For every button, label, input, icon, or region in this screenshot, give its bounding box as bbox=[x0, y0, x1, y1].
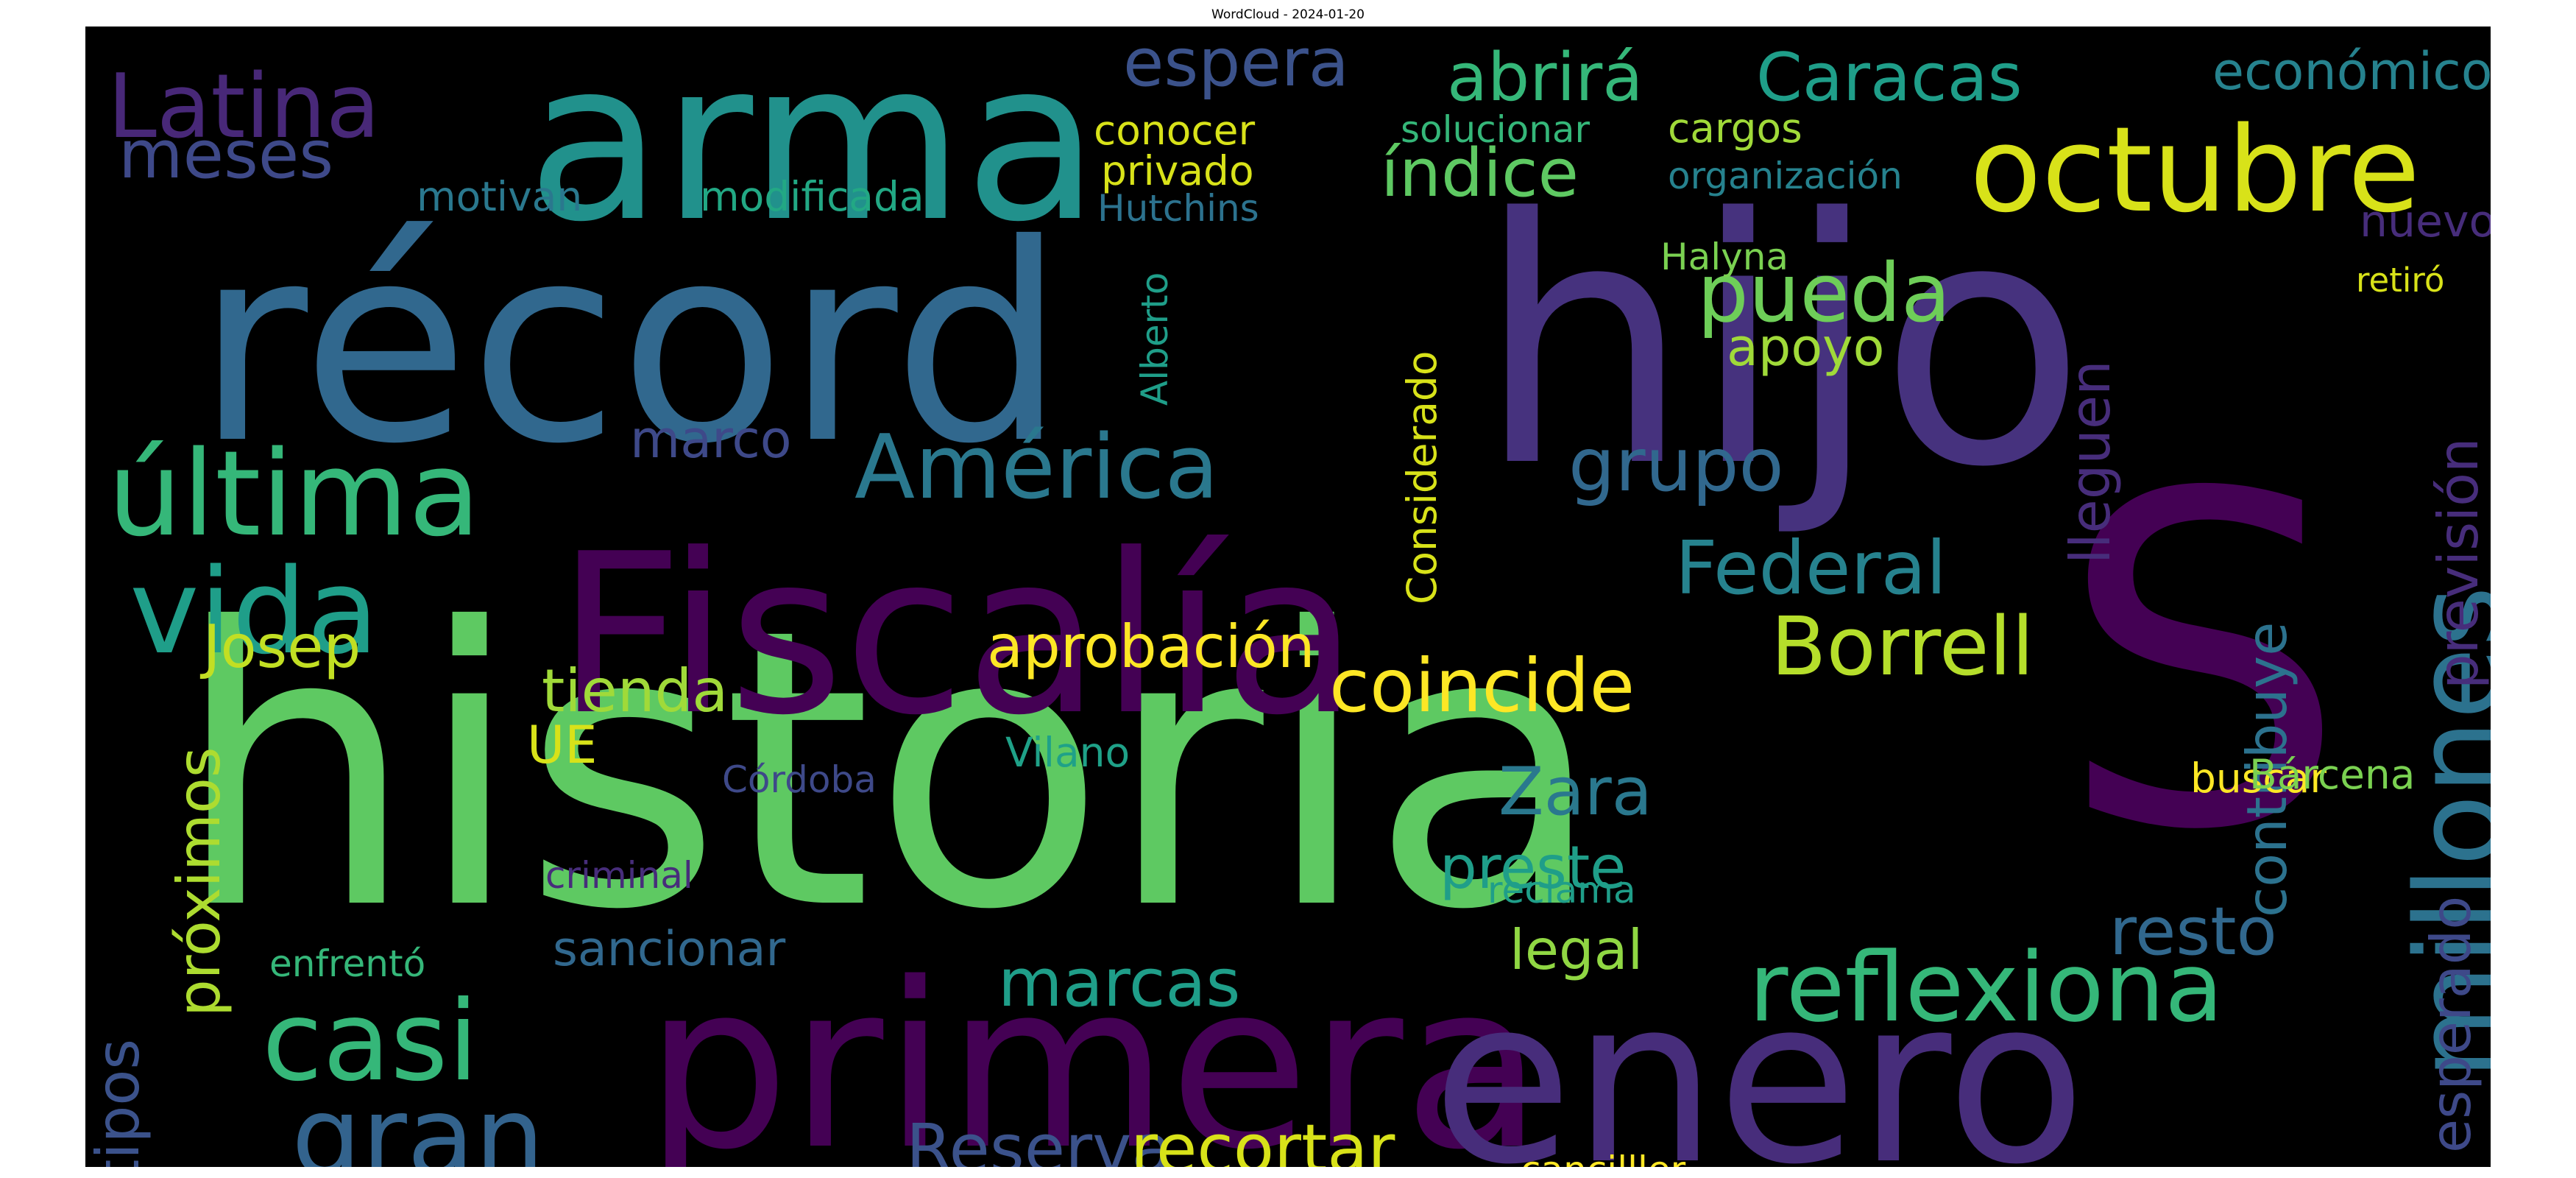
cloud-word: económico bbox=[2212, 41, 2491, 102]
cloud-word: resto bbox=[2109, 893, 2277, 970]
cloud-word: Josep bbox=[199, 613, 361, 681]
cloud-word: coincide bbox=[1329, 643, 1635, 729]
cloud-word: récord bbox=[196, 187, 1066, 504]
cloud-word: sancionar bbox=[553, 922, 785, 977]
cloud-word: grupo bbox=[1568, 422, 1784, 508]
cloud-word: vida bbox=[130, 543, 379, 680]
cloud-word: arma bbox=[527, 27, 1100, 270]
cloud-word: próximos bbox=[165, 747, 233, 1017]
cloud-word: gran bbox=[291, 1073, 545, 1167]
cloud-word: Reserva bbox=[906, 1110, 1172, 1167]
cloud-word: hijo bbox=[1476, 147, 2087, 541]
cloud-word: nuevo bbox=[2360, 196, 2491, 247]
cloud-word: S bbox=[2058, 399, 2348, 930]
cloud-word: enero bbox=[1432, 949, 2086, 1167]
cloud-word: lleguen bbox=[2058, 360, 2123, 564]
cloud-word: criminal bbox=[545, 854, 693, 897]
cloud-word: Halyna bbox=[1660, 236, 1788, 278]
cloud-word: Vilano bbox=[1005, 729, 1130, 776]
cloud-word: cancilller bbox=[1521, 1149, 1686, 1167]
cloud-word: América bbox=[854, 417, 1219, 519]
cloud-word: abrirá bbox=[1447, 39, 1643, 116]
cloud-word: Federal bbox=[1675, 525, 1947, 611]
cloud-word: preste bbox=[1440, 833, 1626, 902]
cloud-word: recortar bbox=[1130, 1110, 1395, 1167]
cloud-word: previsión bbox=[2426, 438, 2491, 690]
cloud-word: esperado bbox=[2418, 896, 2483, 1153]
cloud-word: última bbox=[107, 425, 481, 562]
cloud-word: organización bbox=[1668, 155, 1903, 197]
cloud-word: Córdoba bbox=[722, 758, 877, 801]
cloud-word: Fiscalía bbox=[556, 507, 1359, 763]
cloud-word: conocer bbox=[1094, 107, 1255, 154]
cloud-word: primera bbox=[645, 934, 1543, 1167]
cloud-word: solucionar bbox=[1401, 108, 1590, 151]
cloud-word: octubre bbox=[1970, 101, 2420, 239]
cloud-word: Latina bbox=[107, 56, 380, 158]
cloud-word: cargos bbox=[1668, 105, 1802, 152]
cloud-word: contribuye bbox=[2234, 622, 2299, 917]
cloud-word: millones bbox=[2390, 586, 2491, 1079]
cloud-word: aprobación bbox=[987, 613, 1315, 681]
word-cloud: historia hijo récord S Fiscalía primera enero a… bbox=[85, 27, 2491, 1167]
cloud-word: tipos bbox=[85, 1039, 152, 1167]
cloud-word: apoyo bbox=[1727, 317, 1884, 378]
cloud-word: privado bbox=[1101, 147, 1254, 194]
cloud-word: Hutchins bbox=[1097, 187, 1259, 230]
cloud-word: enfrentó bbox=[269, 942, 425, 985]
cloud-word: Zara bbox=[1498, 753, 1652, 830]
cloud-word: índice bbox=[1381, 135, 1579, 212]
cloud-word: pueda bbox=[1697, 246, 1950, 340]
cloud-word: Considerado bbox=[1398, 351, 1446, 604]
cloud-word: marco bbox=[630, 409, 792, 470]
figure-title: WordCloud - 2024-01-20 bbox=[1211, 7, 1365, 22]
cloud-word: casi bbox=[262, 978, 478, 1106]
cloud-word: marcas bbox=[998, 945, 1240, 1022]
cloud-word: motivan bbox=[417, 173, 582, 220]
cloud-word: legal bbox=[1510, 917, 1643, 982]
cloud-word: espera bbox=[1123, 27, 1349, 102]
cloud-word: reclama bbox=[1487, 869, 1636, 911]
cloud-word: meses bbox=[118, 116, 333, 194]
cloud-word: buscar bbox=[2190, 755, 2326, 802]
cloud-word: Alberto bbox=[1133, 272, 1176, 406]
cloud-word: tienda bbox=[542, 657, 728, 725]
cloud-word: historia bbox=[174, 547, 1604, 993]
cloud-word: Bárcena bbox=[2249, 751, 2415, 798]
cloud-word: Caracas bbox=[1756, 39, 2023, 116]
cloud-word: retiró bbox=[2356, 261, 2444, 300]
cloud-word: reflexiona bbox=[1749, 931, 2223, 1043]
cloud-word: modificada bbox=[700, 173, 924, 220]
cloud-word: Borrell bbox=[1771, 599, 2034, 694]
cloud-word: UE bbox=[527, 715, 597, 775]
